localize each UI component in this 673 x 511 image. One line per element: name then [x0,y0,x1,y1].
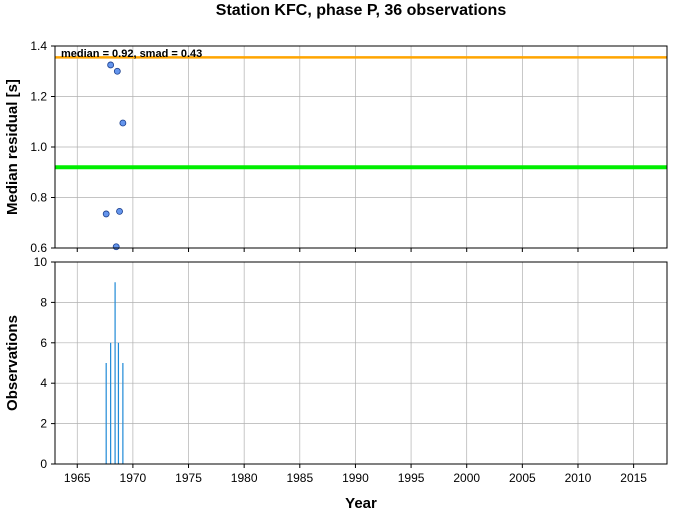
residual-y-tick-label: 1.2 [30,90,47,104]
observations-y-tick-label: 2 [40,417,47,431]
x-axis-label: Year [345,495,377,511]
residual-y-tick-label: 1.4 [30,39,47,53]
observations-x-tick-label: 2005 [509,471,536,485]
observations-y-tick-label: 10 [34,255,48,269]
residual-point [107,61,115,69]
observations-y-tick-label: 8 [40,295,47,309]
observations-x-tick-label: 2010 [565,471,592,485]
observations-x-tick-label: 1985 [286,471,313,485]
reference-lines [55,56,667,170]
residual-point [116,207,123,215]
observations-x-tick-label: 2000 [453,471,480,485]
residual-y-tick-label: 1.0 [30,140,47,154]
observations-x-tick-label: 1995 [398,471,425,485]
residual-y-tick-label: 0.6 [30,241,47,255]
observations-y-tick-label: 0 [40,457,47,471]
observations-frame [54,261,668,465]
residual-point [102,210,110,218]
observations-y-tick-label: 6 [40,336,47,350]
residual-y-tick-label: 0.8 [30,191,47,205]
residual-x-ticks [76,248,635,252]
residual-points [102,61,127,251]
observations-panel: 0 2 4 6 8 10 1965 1970 1975 1980 1985 1990 1995 2000… [4,255,668,511]
observations-x-tick-label: 2015 [620,471,647,485]
median-smad-annotation: median = 0.92, smad = 0.43 [61,48,202,60]
residual-point [112,243,120,251]
observations-y-axis-label: Observations [4,315,21,411]
residual-panel: 0.6 0.8 1.0 1.2 1.4 median = 0.92, smad = 0.… [4,39,668,255]
residual-grid [55,45,667,249]
residual-y-ticks: 0.6 0.8 1.0 1.2 1.4 [30,39,55,255]
residual-point [119,119,127,127]
observations-x-ticks: 1965 1970 1975 1980 1985 1990 1995 2000 2005 2010… [64,464,647,485]
observations-x-tick-label: 1980 [231,471,258,485]
observations-grid [55,261,667,465]
residual-y-axis-label: Median residual [s] [4,79,21,215]
observations-x-tick-label: 1965 [64,471,91,485]
residual-point [113,67,121,75]
chart-title: Station KFC, phase P, 36 observations [216,2,507,19]
observation-bars [105,282,124,464]
observations-y-ticks: 0 2 4 6 8 10 [34,255,55,471]
observations-x-tick-label: 1990 [342,471,369,485]
observations-x-tick-label: 1975 [175,471,202,485]
observations-x-tick-label: 1970 [120,471,147,485]
observations-y-tick-label: 4 [40,376,47,390]
